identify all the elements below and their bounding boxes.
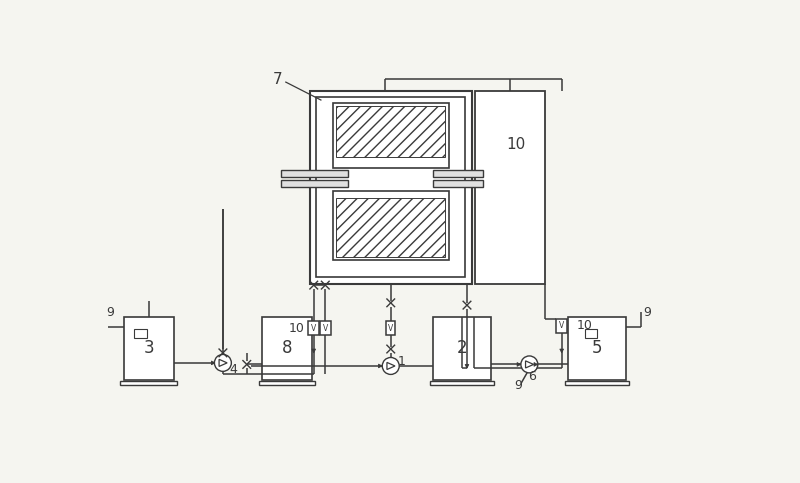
Polygon shape — [560, 349, 564, 353]
Polygon shape — [219, 359, 227, 367]
Bar — [336, 106, 446, 156]
Polygon shape — [517, 363, 521, 366]
Bar — [134, 329, 146, 338]
Bar — [336, 198, 446, 256]
Polygon shape — [534, 363, 538, 366]
Bar — [262, 317, 312, 380]
Bar — [316, 97, 466, 277]
Polygon shape — [378, 364, 382, 368]
Text: 9: 9 — [514, 380, 522, 393]
Polygon shape — [312, 349, 316, 353]
Text: V: V — [559, 321, 564, 330]
Bar — [259, 381, 315, 385]
Bar — [333, 102, 449, 168]
Bar — [565, 381, 629, 385]
Text: 6: 6 — [528, 370, 535, 383]
Bar — [281, 170, 349, 177]
Bar — [281, 180, 349, 187]
Bar — [585, 329, 597, 338]
Bar — [430, 381, 494, 385]
Text: 4: 4 — [230, 363, 238, 376]
Text: 9: 9 — [106, 306, 114, 319]
Text: 2: 2 — [457, 339, 467, 357]
Text: 10: 10 — [577, 319, 593, 332]
Bar — [475, 91, 545, 284]
Polygon shape — [387, 362, 395, 369]
Bar — [320, 321, 330, 335]
Text: 3: 3 — [143, 339, 154, 357]
Bar — [433, 180, 483, 187]
Text: 7: 7 — [273, 72, 282, 87]
Circle shape — [521, 356, 538, 373]
Circle shape — [382, 357, 399, 374]
Bar — [386, 321, 395, 335]
Polygon shape — [465, 364, 469, 368]
Bar — [308, 321, 319, 335]
Text: 8: 8 — [282, 339, 293, 357]
Text: V: V — [388, 324, 394, 333]
Bar — [556, 319, 567, 333]
Text: 10: 10 — [506, 138, 526, 153]
Polygon shape — [211, 361, 215, 365]
Circle shape — [214, 355, 231, 371]
Bar — [568, 317, 626, 380]
Text: 9: 9 — [643, 306, 651, 319]
Bar — [123, 317, 174, 380]
Bar — [310, 91, 472, 284]
Bar — [433, 317, 491, 380]
Text: V: V — [311, 324, 316, 333]
Text: 5: 5 — [591, 339, 602, 357]
Bar — [433, 170, 483, 177]
Text: V: V — [322, 324, 328, 333]
Text: 1: 1 — [398, 355, 406, 368]
Text: 10: 10 — [289, 322, 305, 335]
Bar — [121, 381, 177, 385]
Bar — [333, 191, 449, 260]
Polygon shape — [526, 361, 534, 368]
